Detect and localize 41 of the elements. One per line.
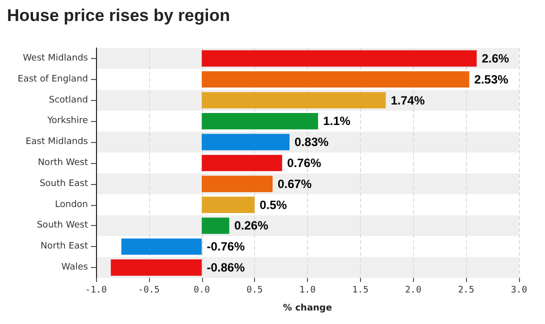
y-tick-label: London — [55, 200, 88, 210]
data-label: 2.53% — [474, 72, 509, 86]
bar — [121, 238, 202, 255]
x-tick-label: -1.0 — [85, 286, 107, 296]
x-tick-label: 2.5 — [458, 286, 474, 296]
data-label: 0.83% — [294, 135, 329, 150]
y-tick-label: West Midlands — [22, 53, 88, 64]
data-label: 0.76% — [287, 156, 322, 170]
x-tick-label: 0.0 — [194, 286, 210, 296]
x-axis-title: % change — [283, 304, 332, 314]
y-tick-label: East of England — [18, 74, 88, 84]
y-tick-label: East Midlands — [26, 137, 88, 148]
bar — [202, 196, 255, 213]
data-label: -0.86% — [206, 260, 246, 275]
data-label: -0.76% — [206, 240, 246, 254]
x-tick-label: 1.0 — [299, 286, 316, 296]
x-tick-label: 3.0 — [510, 286, 528, 296]
data-label: 0.5% — [260, 198, 288, 212]
y-tick-label: North West — [38, 158, 88, 168]
y-tick-label: Scotland — [48, 95, 88, 106]
x-tick-label: 2.0 — [405, 286, 422, 296]
x-tick-label: 1.5 — [352, 286, 369, 296]
chart-title: House price rises by region — [7, 6, 230, 25]
y-tick-label: Yorkshire — [46, 116, 88, 126]
data-label: 2.6% — [482, 51, 510, 66]
y-tick-label: Wales — [61, 262, 88, 273]
data-label: 1.74% — [390, 93, 426, 108]
bar — [202, 154, 282, 172]
bar — [202, 113, 318, 130]
y-tick-label: South East — [40, 178, 88, 189]
y-tick-label: South West — [36, 220, 88, 231]
bar — [202, 218, 230, 234]
bar — [202, 134, 290, 150]
data-label: 0.26% — [234, 218, 269, 233]
bar — [110, 259, 202, 276]
y-tick-label: North East — [40, 242, 88, 252]
x-tick-label: -0.5 — [138, 286, 160, 296]
data-label: 0.67% — [278, 176, 312, 191]
bar — [202, 176, 273, 192]
data-label: 1.1% — [323, 114, 351, 128]
x-tick-label: 0.5 — [246, 286, 263, 296]
